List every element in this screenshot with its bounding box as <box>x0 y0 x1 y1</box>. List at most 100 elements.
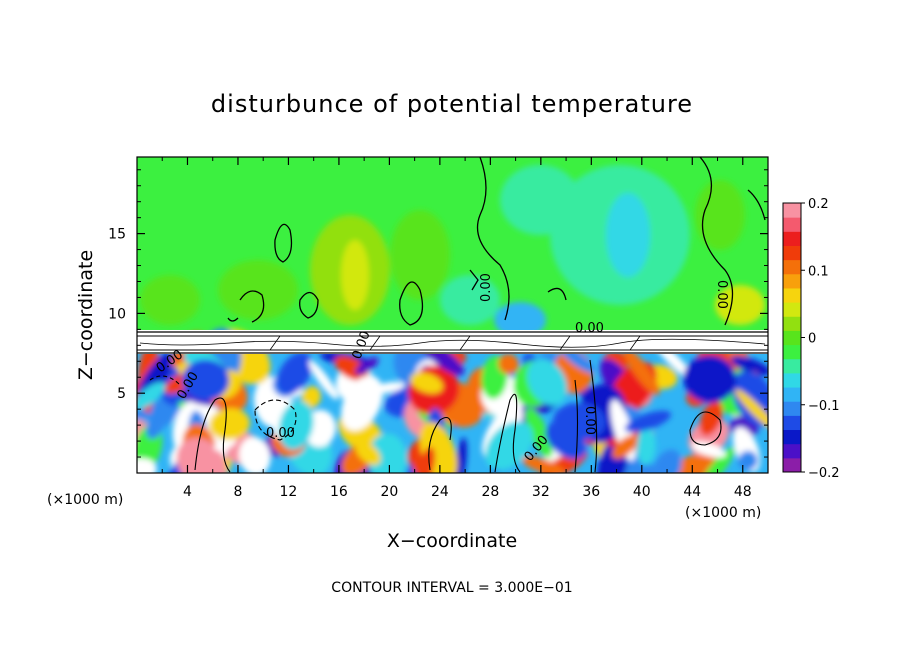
turbulence-blob <box>355 357 379 375</box>
turbulence-blob <box>455 437 467 473</box>
x-axis: 4 8 12 16 20 24 28 32 36 40 44 48 <box>161 157 752 500</box>
plot-frame <box>136 156 769 474</box>
colorbar-swatch <box>783 443 801 459</box>
colorbar-swatch <box>783 302 801 317</box>
x-tick-label: 28 <box>481 484 499 500</box>
turbulence-blob <box>334 355 369 381</box>
colorbar-swatch <box>783 217 801 232</box>
positive-patch <box>140 275 200 325</box>
negative-patch <box>500 165 580 235</box>
turbulence-blob <box>636 426 656 466</box>
x-tick-label: 44 <box>683 484 701 500</box>
turbulence-blob <box>552 402 606 441</box>
colorbar-tick-label: 0.1 <box>808 264 829 279</box>
colorbar-swatch <box>783 203 801 218</box>
colorbar-swatch <box>783 401 801 416</box>
positive-patch <box>695 180 745 250</box>
x-tick-label: 32 <box>532 484 550 500</box>
x-unit-label: (×1000 m) <box>685 505 761 521</box>
colorbar-tick-label: 0 <box>808 332 816 347</box>
turbulence-blob <box>624 410 671 433</box>
colorbar-swatch <box>783 231 801 246</box>
turbulence-blob <box>735 389 768 431</box>
turbulence-blob <box>730 355 768 376</box>
colorbar: 0.2 0.1 0 −0.1 −0.2 <box>782 197 840 481</box>
turbulence-blob <box>209 408 250 440</box>
turbulence-blob <box>612 435 638 459</box>
x-tick-label: 16 <box>330 484 348 500</box>
turbulence-blob <box>419 446 436 473</box>
colorbar-swatch <box>783 372 801 388</box>
turbulence-blob <box>182 359 230 401</box>
turbulence-blob <box>525 407 553 458</box>
turbulence-blob <box>355 441 381 466</box>
x-axis-label: X−coordinate <box>387 530 517 552</box>
x-tick-label: 20 <box>380 484 398 500</box>
colorbar-swatch <box>783 273 801 289</box>
x-tick-label: 36 <box>582 484 600 500</box>
turbulence-blob <box>278 400 314 450</box>
turbulence-blob <box>301 386 321 409</box>
positive-patch <box>341 240 369 310</box>
contour-label: 0.00 <box>479 273 494 302</box>
z-tick-label: 15 <box>108 227 126 243</box>
colorbar-tick-label: 0.2 <box>808 197 829 212</box>
colorbar-swatch <box>783 245 801 261</box>
x-tick-label: 24 <box>431 484 449 500</box>
colorbar-swatch <box>783 287 801 303</box>
turbulence-blob <box>527 359 568 406</box>
colorbar-tick-label: −0.2 <box>808 466 840 481</box>
z-unit-label: (×1000 m) <box>47 492 123 508</box>
turbulence-blob <box>652 449 682 473</box>
turbulence-blob <box>521 456 565 473</box>
turbulence-blob <box>214 436 237 452</box>
x-tick-label: 48 <box>734 484 752 500</box>
turbulence-blob <box>239 436 271 473</box>
turbulence-blob <box>699 400 723 436</box>
x-tick-label: 4 <box>183 484 192 500</box>
plot-area <box>137 157 768 473</box>
colorbar-swatch <box>783 415 801 431</box>
turbulence-blob <box>137 458 157 473</box>
colorbar-swatch <box>783 316 801 331</box>
turbulence-blob <box>700 447 735 473</box>
inversion-band <box>137 330 768 354</box>
colorbar-swatch <box>783 344 801 360</box>
contour-label: 0.00 <box>582 406 597 435</box>
chart-title: disturbunce of potential temperature <box>211 90 693 118</box>
turbulence-blob <box>276 352 313 395</box>
contour-lines-lower <box>149 359 722 473</box>
colorbar-swatch <box>783 429 801 445</box>
contour-label: 0.00 <box>575 321 604 336</box>
z-axis: 5 10 15 <box>108 169 768 458</box>
turbulence-blob <box>498 353 519 375</box>
turbulence-blob <box>410 372 443 394</box>
turbulence-blob <box>691 441 727 458</box>
positive-patch <box>390 210 450 300</box>
negative-patch <box>606 193 650 277</box>
turbulence-blob <box>146 415 163 440</box>
x-tick-label: 12 <box>280 484 298 500</box>
turbulence-blob <box>308 360 339 400</box>
colorbar-tick-label: −0.1 <box>808 399 840 414</box>
turbulence-blob <box>683 355 737 403</box>
positive-patch <box>218 260 298 320</box>
x-tick-label: 40 <box>633 484 651 500</box>
contour-lines <box>227 157 766 326</box>
turbulence-blob <box>176 437 227 473</box>
colorbar-swatch <box>783 259 801 275</box>
z-tick-label: 5 <box>117 386 126 402</box>
turbulence-blob <box>341 375 383 431</box>
z-axis-label: Z−coordinate <box>75 250 97 380</box>
x-tick-label: 8 <box>233 484 242 500</box>
turbulence-blob <box>137 381 166 410</box>
contour-interval: CONTOUR INTERVAL = 3.000E−01 <box>331 580 572 596</box>
z-tick-label: 10 <box>108 306 126 322</box>
colorbar-swatch <box>783 358 801 374</box>
contour-label: 0.00 <box>266 426 295 441</box>
positive-patch <box>715 285 765 325</box>
colorbar-swatch <box>783 387 801 402</box>
contour-label: 0.00 <box>714 280 729 309</box>
upper-field-patches <box>140 165 765 338</box>
